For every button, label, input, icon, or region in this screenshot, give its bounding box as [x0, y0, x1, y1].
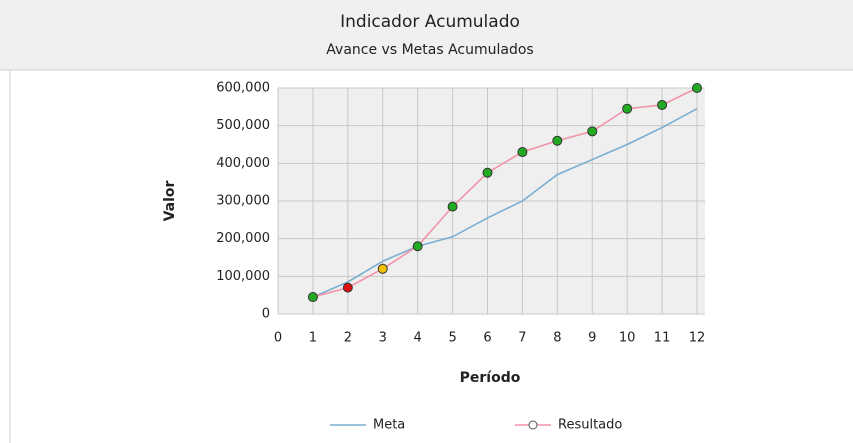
- y-axis-label: Valor: [162, 180, 178, 221]
- x-tick-label: 8: [553, 331, 561, 346]
- x-axis-label: Período: [460, 370, 521, 386]
- y-tick-label: 300,000: [216, 194, 270, 209]
- y-tick-label: 200,000: [216, 231, 270, 246]
- data-point: [412, 241, 423, 252]
- data-point: [552, 135, 563, 146]
- x-tick-label: 4: [414, 331, 422, 346]
- data-point: [587, 126, 598, 137]
- x-tick-label: 5: [448, 331, 456, 346]
- x-tick-label: 1: [309, 331, 317, 346]
- data-point: [342, 282, 353, 293]
- data-point: [692, 83, 702, 93]
- x-tick-label: 7: [518, 331, 526, 346]
- series-line: [312, 108, 698, 298]
- data-point: [657, 99, 668, 110]
- y-tick-label: 500,000: [216, 118, 270, 133]
- data-point: [622, 103, 633, 114]
- y-tick-label: 0: [262, 307, 270, 322]
- x-tick-label: 3: [379, 331, 387, 346]
- y-tick-label: 100,000: [216, 269, 270, 284]
- legend-marker: [528, 420, 538, 430]
- data-point: [482, 167, 493, 178]
- x-tick-label: 2: [344, 331, 352, 346]
- data-point: [307, 292, 318, 303]
- x-tick-label: 12: [689, 331, 706, 346]
- header-band: [0, 0, 853, 70]
- x-tick-label: 9: [588, 331, 596, 346]
- chart-subtitle: Avance vs Metas Acumulados: [326, 42, 533, 58]
- data-point: [517, 147, 528, 158]
- y-tick-label: 600,000: [216, 81, 270, 96]
- chart-title: Indicador Acumulado: [340, 12, 520, 32]
- x-tick-label: 0: [274, 331, 282, 346]
- data-point: [377, 263, 388, 274]
- x-tick-label: 11: [654, 331, 671, 346]
- data-point: [447, 201, 458, 212]
- x-tick-label: 10: [619, 331, 636, 346]
- series-line: [312, 87, 698, 298]
- legend-label: Meta: [373, 418, 405, 433]
- y-tick-label: 400,000: [216, 156, 270, 171]
- x-tick-label: 6: [483, 331, 491, 346]
- legend-label: Resultado: [558, 418, 622, 433]
